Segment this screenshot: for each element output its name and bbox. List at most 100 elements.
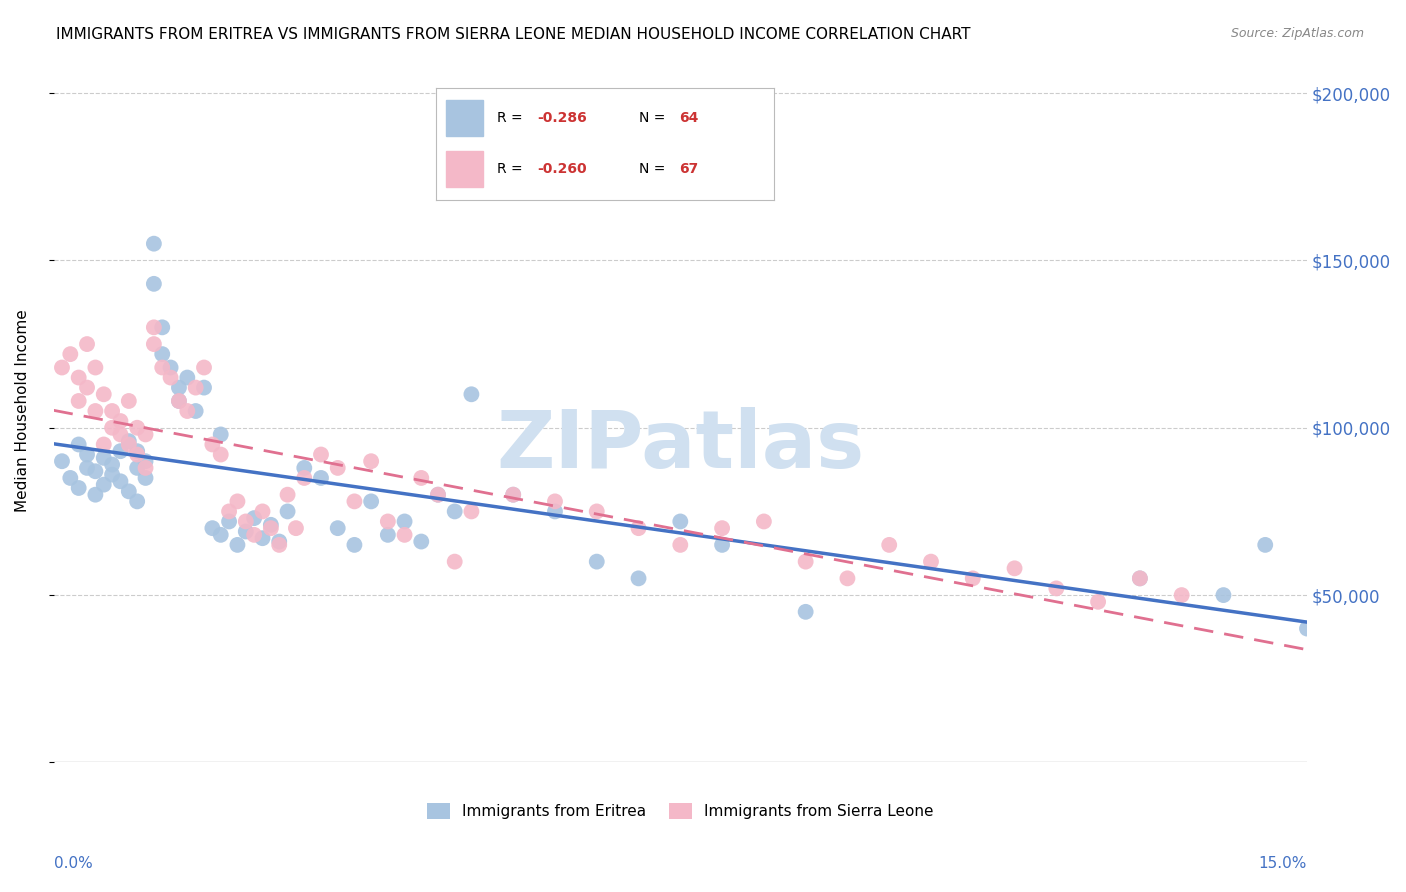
- Point: [394, 515, 416, 529]
- Point: [101, 458, 124, 472]
- Point: [176, 404, 198, 418]
- Point: [167, 381, 190, 395]
- Point: [184, 381, 207, 395]
- Point: [184, 404, 207, 418]
- Point: [76, 448, 98, 462]
- Point: [669, 515, 692, 529]
- Text: IMMIGRANTS FROM ERITREA VS IMMIGRANTS FROM SIERRA LEONE MEDIAN HOUSEHOLD INCOME : IMMIGRANTS FROM ERITREA VS IMMIGRANTS FR…: [56, 27, 970, 42]
- Point: [67, 437, 90, 451]
- Point: [260, 517, 283, 532]
- Point: [920, 555, 942, 569]
- Y-axis label: Median Household Income: Median Household Income: [15, 310, 30, 512]
- Point: [460, 504, 482, 518]
- Point: [343, 538, 366, 552]
- Point: [284, 521, 307, 535]
- Point: [1212, 588, 1234, 602]
- Point: [193, 381, 215, 395]
- Point: [502, 488, 524, 502]
- Text: 0.0%: 0.0%: [53, 856, 93, 871]
- Point: [1170, 588, 1192, 602]
- Point: [101, 467, 124, 482]
- Point: [585, 504, 607, 518]
- Legend: Immigrants from Eritrea, Immigrants from Sierra Leone: Immigrants from Eritrea, Immigrants from…: [420, 797, 939, 825]
- Point: [394, 528, 416, 542]
- Point: [76, 381, 98, 395]
- Point: [127, 421, 149, 435]
- Point: [127, 444, 149, 458]
- Text: 15.0%: 15.0%: [1258, 856, 1308, 871]
- Point: [1296, 622, 1319, 636]
- Point: [711, 521, 734, 535]
- Point: [209, 427, 232, 442]
- Point: [326, 461, 349, 475]
- Point: [260, 521, 283, 535]
- Point: [93, 477, 115, 491]
- Point: [269, 538, 291, 552]
- Point: [277, 504, 299, 518]
- Point: [627, 521, 650, 535]
- Point: [243, 528, 266, 542]
- Point: [51, 360, 73, 375]
- Point: [226, 538, 249, 552]
- Point: [118, 437, 141, 451]
- Point: [150, 347, 173, 361]
- Text: ZIPatlas: ZIPatlas: [496, 407, 865, 485]
- Point: [51, 454, 73, 468]
- Point: [76, 461, 98, 475]
- Point: [135, 427, 157, 442]
- Point: [150, 360, 173, 375]
- Point: [243, 511, 266, 525]
- Point: [1129, 571, 1152, 585]
- Point: [460, 387, 482, 401]
- Point: [794, 605, 817, 619]
- Point: [544, 494, 567, 508]
- Point: [326, 521, 349, 535]
- Point: [142, 236, 165, 251]
- Point: [159, 360, 181, 375]
- Point: [93, 450, 115, 465]
- Point: [93, 387, 115, 401]
- Point: [150, 320, 173, 334]
- Point: [110, 444, 132, 458]
- Point: [309, 448, 332, 462]
- Point: [110, 475, 132, 489]
- Point: [201, 521, 224, 535]
- Point: [235, 524, 257, 539]
- Point: [1087, 595, 1109, 609]
- Point: [544, 504, 567, 518]
- Point: [377, 515, 399, 529]
- Point: [67, 481, 90, 495]
- Point: [360, 494, 382, 508]
- Point: [427, 488, 450, 502]
- Point: [142, 337, 165, 351]
- Point: [84, 404, 107, 418]
- Point: [343, 494, 366, 508]
- Point: [218, 515, 240, 529]
- Point: [585, 555, 607, 569]
- Point: [127, 448, 149, 462]
- Point: [377, 528, 399, 542]
- Point: [309, 471, 332, 485]
- Point: [1004, 561, 1026, 575]
- Point: [135, 471, 157, 485]
- Point: [877, 538, 900, 552]
- Point: [159, 370, 181, 384]
- Point: [252, 504, 274, 518]
- Point: [669, 538, 692, 552]
- Point: [411, 471, 433, 485]
- Point: [794, 555, 817, 569]
- Point: [76, 337, 98, 351]
- Point: [101, 421, 124, 435]
- Point: [226, 494, 249, 508]
- Point: [1254, 538, 1277, 552]
- Point: [427, 488, 450, 502]
- Point: [277, 488, 299, 502]
- Point: [118, 394, 141, 409]
- Point: [176, 370, 198, 384]
- Point: [443, 504, 465, 518]
- Point: [110, 427, 132, 442]
- Point: [118, 484, 141, 499]
- Point: [218, 504, 240, 518]
- Point: [127, 494, 149, 508]
- Point: [752, 515, 775, 529]
